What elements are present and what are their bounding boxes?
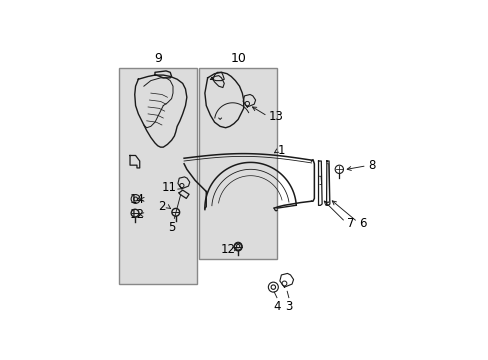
Text: 9: 9 [154, 52, 162, 65]
Text: 2: 2 [158, 200, 165, 213]
Bar [119, 68, 196, 284]
Text: 4: 4 [273, 301, 280, 314]
Text: 13: 13 [268, 110, 283, 123]
Text: 12: 12 [129, 208, 144, 221]
Text: 14: 14 [129, 193, 144, 206]
Text: 5: 5 [167, 221, 175, 234]
Bar [199, 68, 276, 260]
Text: 12: 12 [220, 243, 235, 256]
Text: 8: 8 [367, 159, 375, 172]
Text: 1: 1 [277, 144, 285, 157]
Text: 6: 6 [359, 217, 366, 230]
Text: 7: 7 [346, 217, 354, 230]
Text: 10: 10 [230, 52, 245, 65]
Text: 11: 11 [161, 181, 176, 194]
Text: 3: 3 [285, 301, 292, 314]
